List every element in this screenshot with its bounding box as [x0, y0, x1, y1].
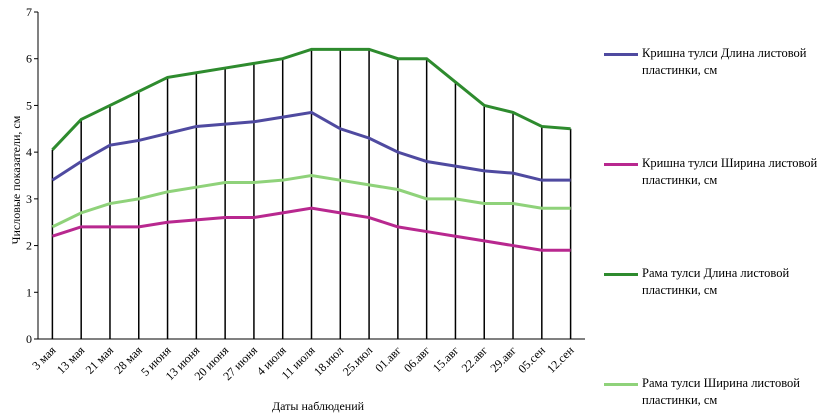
y-axis-label: Числовые показатели, см [9, 115, 23, 244]
series-line [51, 206, 571, 252]
legend: Кришна тулси Длина листовой пластинки, с… [604, 0, 825, 413]
x-tick-label: 05.сен [515, 343, 548, 376]
y-tick-label: 4 [26, 145, 32, 159]
legend-item: Рама тулси Длина листовой пластинки, см [604, 265, 825, 299]
y-tick-label: 7 [26, 5, 32, 19]
legend-swatch [604, 273, 638, 276]
legend-item: Рама тулси Ширина листовой пластинки, см [604, 375, 825, 409]
x-tick-label: 15.авг [430, 343, 462, 375]
y-tick-label: 0 [26, 332, 32, 346]
x-tick-label: 21 мая [83, 343, 117, 377]
x-axis-label: Даты наблюдений [272, 399, 365, 413]
x-tick-label: 25.июл [340, 343, 375, 378]
legend-label: Кришна тулси Длина листовой пластинки, с… [642, 46, 807, 77]
y-tick-label: 6 [26, 52, 32, 66]
legend-label: Рама тулси Ширина листовой пластинки, см [642, 376, 800, 407]
legend-label: Рама тулси Длина листовой пластинки, см [642, 266, 790, 297]
x-tick-label: 12.сен [544, 343, 577, 376]
legend-label: Кришна тулси Ширина листовой пластинки, … [642, 156, 818, 187]
x-tick-label: 22.авг [459, 343, 491, 375]
x-tick-label: 29.авг [487, 343, 519, 375]
legend-item: Кришна тулси Длина листовой пластинки, с… [604, 45, 825, 79]
series-line [51, 173, 571, 229]
y-tick-label: 2 [26, 239, 32, 253]
legend-swatch [604, 53, 638, 56]
y-tick-label: 3 [26, 192, 32, 206]
legend-swatch [604, 163, 638, 166]
x-tick-label: 13 мая [54, 343, 88, 377]
x-tick-label: 06.авг [401, 343, 433, 375]
x-tick-label: 18.июл [311, 343, 346, 378]
series-line [51, 47, 571, 151]
chart: Числовые показатели, см Даты наблюдений … [9, 5, 585, 413]
y-tick-label: 1 [26, 285, 32, 299]
legend-item: Кришна тулси Ширина листовой пластинки, … [604, 155, 825, 189]
legend-swatch [604, 383, 638, 386]
y-tick-label: 5 [26, 98, 32, 112]
x-tick-label: 11 июля [279, 343, 318, 382]
x-tick-label: 01.авг [372, 343, 404, 375]
series-line [51, 110, 571, 182]
